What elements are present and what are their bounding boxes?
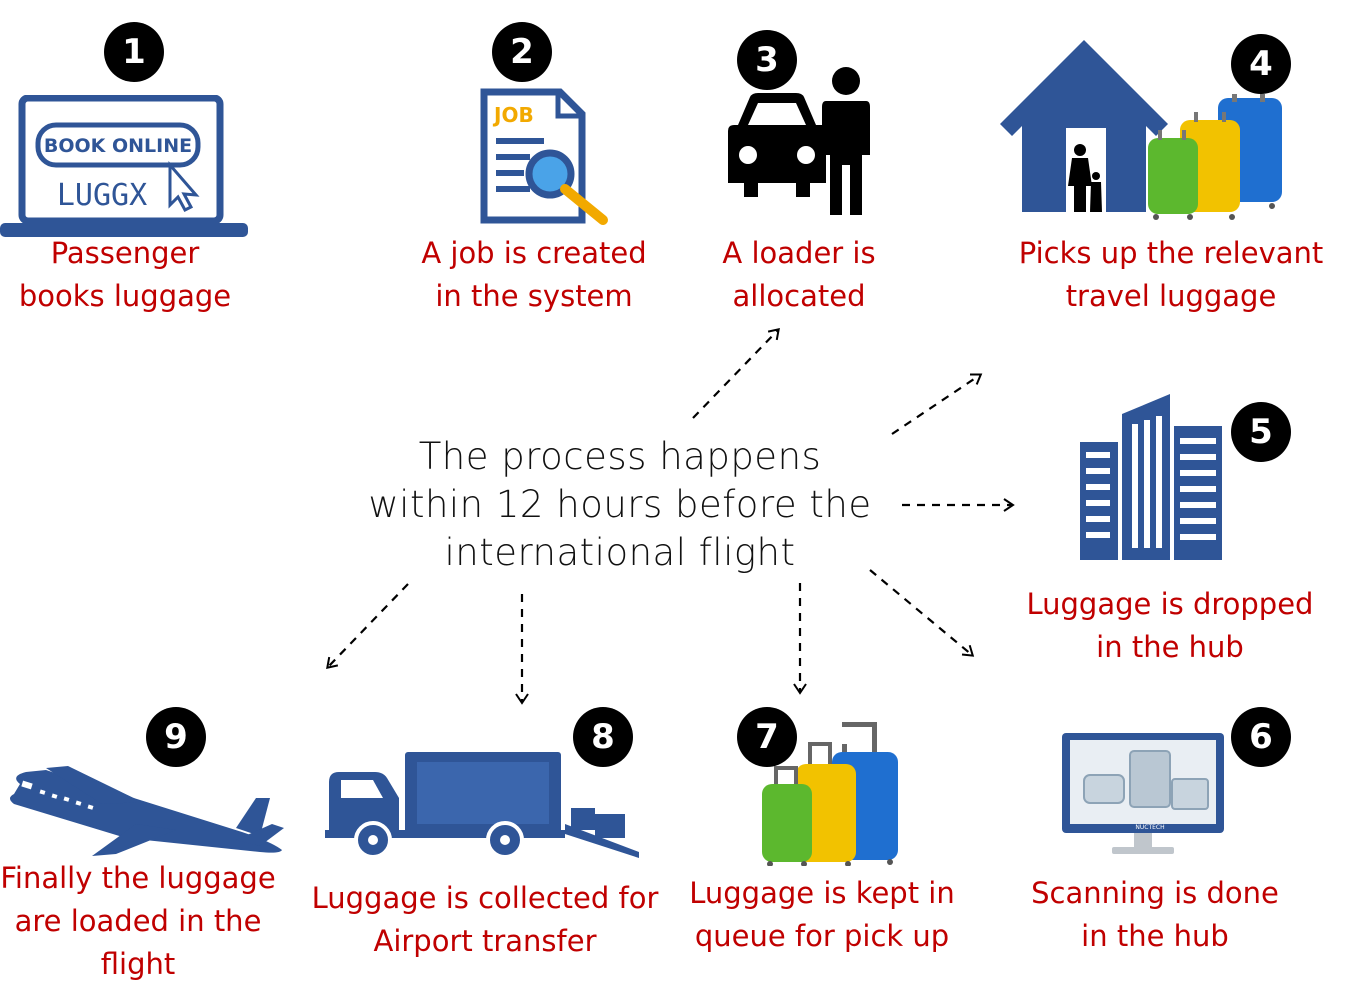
step-4-badge: 4	[1231, 34, 1291, 94]
arrow-to-step-4	[891, 373, 983, 435]
step-3-badge: 3	[737, 30, 797, 90]
step-2-badge: 2	[492, 22, 552, 82]
step-2-caption: A job is created in the system	[421, 236, 647, 313]
house-luggage-icon	[1000, 40, 1282, 220]
step-9-badge: 9	[146, 707, 206, 767]
hub-buildings-icon	[1080, 394, 1222, 560]
svg-text:BOOK ONLINE: BOOK ONLINE	[44, 135, 192, 157]
step-7-badge: 7	[737, 707, 797, 767]
step-1-badge: 1	[104, 22, 164, 82]
svg-text:LUGGX: LUGGX	[57, 178, 147, 213]
step-7-caption: Luggage is kept in queue for pick up	[689, 876, 955, 953]
arrow-to-step-9	[326, 583, 409, 670]
arrow-to-step-6	[869, 569, 975, 657]
scanner-monitor-icon: NUCTECH	[1062, 733, 1224, 854]
step-6-badge: 6	[1231, 707, 1291, 767]
car-and-loader-icon	[728, 67, 870, 215]
step-5-badge: 5	[1231, 402, 1291, 462]
step-8-caption: Luggage is collected for Airport transfe…	[311, 881, 659, 958]
step-4-caption: Picks up the relevant travel luggage	[1018, 236, 1324, 313]
job-document-icon: JOB	[480, 88, 608, 225]
arrow-to-step-3	[692, 327, 780, 419]
airplane-icon	[10, 766, 284, 856]
step-3-caption: A loader is allocated	[722, 236, 876, 313]
laptop-booking-icon: BOOK ONLINE LUGGX	[0, 95, 248, 237]
svg-text:NUCTECH: NUCTECH	[1135, 824, 1164, 831]
step-8-badge: 8	[573, 707, 633, 767]
luggage-queue-icon	[762, 722, 898, 866]
center-process-text: The process happens within 12 hours befo…	[368, 435, 872, 574]
step-5-caption: Luggage is dropped in the hub	[1026, 587, 1314, 664]
transfer-truck-icon	[325, 752, 639, 859]
step-1-caption: Passenger books luggage	[18, 236, 232, 313]
svg-text:JOB: JOB	[492, 103, 534, 127]
step-6-caption: Scanning is done in the hub	[1031, 876, 1279, 953]
step-9-caption: Finally the luggage are loaded in the fl…	[0, 861, 276, 981]
